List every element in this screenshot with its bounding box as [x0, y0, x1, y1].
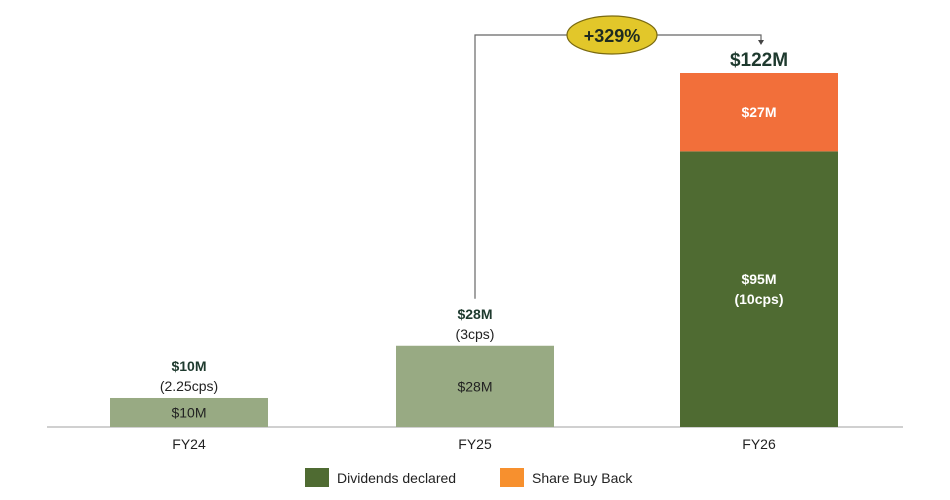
- segment-label-fy25: $28M: [457, 378, 492, 394]
- total-sub-label-fy25: (3cps): [456, 326, 495, 342]
- growth-badge: [566, 15, 658, 55]
- x-tick-label-fy25: FY25: [458, 436, 492, 452]
- growth-arrowhead: [758, 40, 764, 45]
- total-label-fy24: $10M: [171, 358, 206, 374]
- bar-fy26-dividends-declared: [680, 151, 838, 427]
- total-sub-label-fy24: (2.25cps): [160, 378, 218, 394]
- x-tick-label-fy26: FY26: [742, 436, 776, 452]
- bar-fy25-dividends-declared: [396, 345, 554, 427]
- legend-swatch-share-buy-back: [500, 468, 524, 487]
- total-label-fy26: $122M: [730, 50, 788, 71]
- x-tick-label-fy24: FY24: [172, 436, 206, 452]
- segment-label-fy26-sub: (10cps): [734, 291, 783, 307]
- total-label-fy25: $28M: [457, 306, 492, 322]
- segment-label-fy24: $10M: [171, 404, 206, 420]
- legend-swatch-dividends-declared: [305, 468, 329, 487]
- bar-fy26-share-buy-back: [680, 73, 838, 152]
- segment-label-fy26: $27M: [741, 104, 776, 120]
- bar-fy24-dividends-declared: [110, 397, 268, 427]
- legend-label-dividends-declared: Dividends declared: [337, 470, 456, 486]
- growth-badge-label: +329%: [584, 26, 641, 46]
- legend-label-share-buy-back: Share Buy Back: [532, 470, 633, 486]
- segment-label-fy26: $95M: [741, 271, 776, 287]
